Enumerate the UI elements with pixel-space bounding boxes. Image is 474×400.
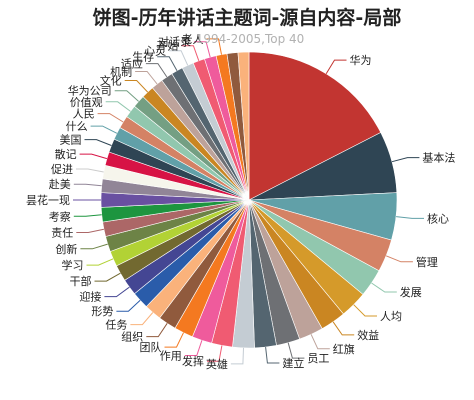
leader-line-2 (391, 157, 420, 163)
slice-label-29: 什么 (66, 120, 88, 133)
slice-label-24: 昙花一现 (26, 194, 70, 207)
leader-line-1 (325, 59, 347, 74)
leader-line-13 (184, 340, 203, 356)
leader-line-27 (79, 153, 108, 160)
slice-label-14: 团队 (140, 340, 162, 354)
slice-label-32: 华为公司 (68, 84, 112, 98)
slice-label-3: 核心 (427, 211, 449, 225)
slice-label-16: 任务 (105, 319, 127, 332)
slice-label-17: 形势 (91, 305, 113, 318)
slice-label-26: 促进 (51, 162, 73, 176)
slice-label-23: 考察 (49, 209, 71, 223)
leader-line-12 (207, 345, 223, 362)
slice-label-18: 迎接 (79, 291, 101, 304)
slice-label-36: 生存 (132, 50, 154, 64)
leader-line-30 (97, 113, 124, 123)
slice-label-6: 人均 (380, 310, 402, 323)
slice-label-31: 价值观 (70, 96, 103, 109)
leader-line-22 (76, 228, 105, 233)
label-leader-lines (73, 38, 424, 365)
slice-label-9: 员工 (307, 352, 329, 365)
leader-line-34 (135, 71, 158, 85)
slice-label-11: 英雄 (206, 357, 228, 371)
leader-line-3 (396, 216, 424, 219)
leader-line-23 (73, 214, 102, 217)
leader-line-11 (230, 347, 244, 365)
slice-label-28: 美国 (60, 134, 82, 147)
leader-line-4 (385, 255, 413, 263)
slice-label-33: 文化 (100, 74, 122, 88)
slice-label-7: 效益 (357, 328, 379, 342)
slice-label-22: 责任 (51, 227, 73, 240)
slice-label-8: 红旗 (333, 342, 355, 356)
chart-subtitle: 1994-2005,Top 40 (196, 32, 305, 46)
leader-line-20 (86, 258, 114, 266)
leader-line-35 (145, 63, 168, 78)
slice-label-40: 老人 (182, 33, 204, 46)
slice-label-10: 建立 (282, 356, 304, 370)
leader-line-19 (94, 272, 121, 282)
chart-title: 饼图-历年讲话主题词-源自内容-局部 (93, 6, 402, 29)
slice-1[interactable] (248, 51, 382, 201)
slice-label-39: 对话录 (158, 35, 191, 49)
leader-line-6 (353, 304, 377, 317)
slice-label-20: 学习 (62, 258, 84, 272)
leader-line-38 (181, 45, 200, 61)
leader-line-25 (73, 183, 102, 187)
slice-label-35: 适应 (121, 57, 143, 71)
leader-line-31 (105, 101, 131, 112)
leader-line-28 (84, 139, 112, 146)
leader-line-33 (124, 80, 149, 93)
slice-label-5: 发展 (400, 285, 422, 299)
slice-label-13: 作用 (160, 350, 182, 363)
pie-slices (100, 51, 398, 349)
leader-line-36 (157, 56, 178, 71)
leader-line-37 (169, 50, 189, 66)
leader-line-7 (332, 321, 355, 336)
slice-label-19: 干部 (70, 274, 92, 288)
leader-line-10 (265, 347, 280, 364)
leader-line-39 (194, 41, 211, 58)
slice-label-27: 散记 (55, 147, 77, 161)
leader-line-17 (116, 299, 141, 312)
slice-label-25: 赴美 (49, 177, 71, 191)
leader-line-9 (287, 342, 305, 359)
leader-line-40 (206, 38, 222, 55)
leader-line-18 (104, 286, 130, 298)
slice-label-30: 人民 (73, 108, 95, 121)
slice-label-4: 管理 (416, 255, 438, 269)
slice-label-12: 发挥 (182, 354, 204, 368)
slice-label-1: 华为 (350, 53, 372, 67)
slice-label-37: 心灵 (144, 45, 166, 58)
slice-label-15: 组织 (121, 330, 143, 344)
slice-label-38: 开始 (156, 39, 178, 53)
leader-line-26 (76, 168, 104, 173)
leader-line-21 (80, 243, 108, 250)
leader-line-16 (130, 312, 154, 326)
leader-line-8 (310, 334, 330, 350)
slice-42[interactable] (237, 51, 250, 201)
leader-line-29 (90, 125, 118, 134)
leader-line-14 (164, 332, 184, 348)
slice-label-2: 基本法 (422, 151, 455, 165)
leader-line-15 (146, 323, 168, 338)
leader-line-32 (114, 90, 139, 102)
leader-line-5 (371, 282, 397, 293)
slice-label-34: 机制 (110, 65, 132, 79)
slice-label-21: 创新 (55, 242, 77, 256)
